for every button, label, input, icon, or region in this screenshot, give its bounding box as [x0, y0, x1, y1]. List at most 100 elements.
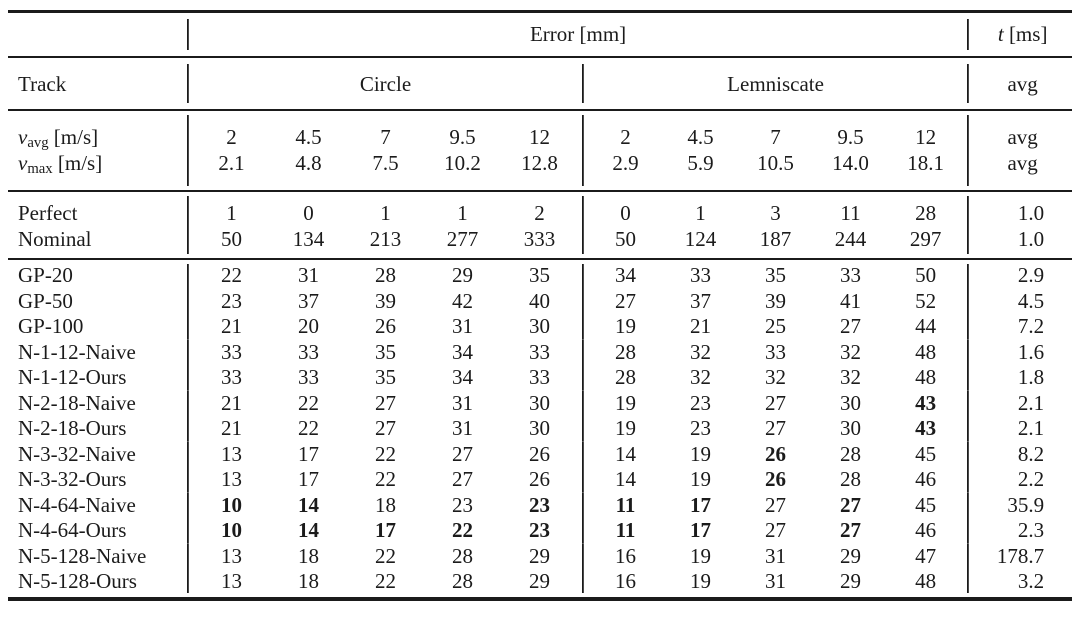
column-separator: [183, 492, 193, 518]
empty-cell: [8, 12, 183, 58]
error-value-circle: 31: [452, 390, 473, 415]
column-separator: [183, 339, 193, 365]
error-value-circle: 33: [221, 339, 242, 364]
error-value-circle: 31: [270, 258, 347, 289]
row-label: N-2-18-Naive: [18, 390, 136, 415]
table-row: N-4-64-Ours 10 14 17 22 23 11 17 27 27 46 2.3: [8, 518, 1072, 544]
error-value-circle: 9.5: [424, 109, 501, 150]
error-value-circle: 20: [298, 314, 319, 338]
error-value-lemniscate: 16: [615, 569, 636, 593]
error-value-lemniscate: 32: [765, 365, 786, 389]
error-value-lemniscate: 28: [840, 467, 861, 491]
column-separator: [183, 150, 193, 191]
row-label: N-3-32-Ours: [18, 467, 127, 491]
column-separator: [963, 543, 974, 569]
time-symbol: t: [997, 22, 1004, 46]
column-separator: [578, 441, 588, 467]
column-separator: [578, 258, 588, 289]
error-value-lemniscate: 2.9: [612, 151, 639, 175]
t-value: 1.8: [1017, 365, 1045, 389]
error-value-lemniscate: 37: [690, 288, 711, 313]
error-value-lemniscate: 297: [909, 227, 942, 251]
error-value-circle: 33: [221, 365, 242, 389]
error-value-circle: 23: [221, 288, 242, 313]
error-value-lemniscate: 48: [915, 569, 937, 593]
column-separator: [578, 314, 588, 340]
column-separator: [183, 543, 193, 569]
error-value-circle: 4.5: [270, 109, 347, 150]
column-separator: [578, 190, 588, 226]
error-value-lemniscate: 35: [738, 258, 813, 289]
column-separator: [578, 518, 588, 544]
error-value-lemniscate: 11: [813, 190, 888, 226]
error-value-circle: 4.8: [295, 151, 322, 175]
column-separator: [578, 56, 588, 110]
velocity-row: vmax [m/s] 2.1 4.8 7.5 10.2 12.8 2.9 5.9 10.5 14.…: [8, 150, 1072, 191]
column-separator: [963, 109, 974, 150]
error-header-section: Error [mm] t [ms]: [8, 11, 1072, 58]
error-value-circle: 27: [452, 467, 473, 491]
error-value-lemniscate: 11: [615, 492, 636, 517]
error-value-lemniscate: 26: [765, 441, 786, 466]
error-value-lemniscate: 52: [915, 288, 937, 313]
error-value-circle: 277: [446, 227, 479, 251]
row-label: GP-20: [8, 258, 183, 289]
velocity-unit: [m/s]: [52, 151, 103, 175]
t-value: 35.9: [1007, 492, 1045, 517]
error-value-lemniscate: 27: [840, 492, 861, 517]
column-separator: [183, 441, 193, 467]
error-value-circle: 28: [452, 569, 473, 593]
row-label: GP-50: [18, 288, 73, 313]
velocity-row: vavg [m/s] 2 4.5 7 9.5 12 2 4.5 7 9.5 12 avg: [8, 109, 1073, 151]
table-row: N-3-32-Ours 13 17 22 27 26 14 19 26 28 46 2.2: [8, 467, 1072, 493]
column-separator: [578, 288, 588, 314]
error-value-circle: 50: [221, 227, 242, 251]
error-value-lemniscate: 30: [840, 416, 861, 440]
error-value-circle: 27: [375, 416, 396, 440]
error-value-lemniscate: 43: [915, 416, 937, 440]
column-separator: [578, 150, 588, 191]
error-value-lemniscate: 45: [915, 441, 937, 466]
error-value-circle: 39: [375, 288, 396, 313]
error-value-lemniscate: 27: [765, 416, 786, 440]
column-separator: [963, 416, 974, 442]
table-row: N-5-128-Ours 13 18 22 28 29 16 19 31 29 48 3.2: [8, 569, 1072, 599]
error-value-lemniscate: 10.5: [757, 151, 794, 175]
column-separator: [183, 258, 193, 289]
error-value-lemniscate: 33: [663, 258, 738, 289]
error-value-circle: 30: [529, 314, 550, 338]
error-value-lemniscate: 32: [690, 365, 711, 389]
error-value-lemniscate: 7: [738, 109, 813, 150]
track-header: Track: [8, 56, 183, 110]
row-label: N-1-12-Ours: [18, 365, 127, 389]
baseline-section: Perfect 1 0 1 1 2 0 1 3 11 28 1.0 Nominal 50 134 213 277…: [8, 190, 1073, 259]
error-value-circle: 27: [375, 390, 396, 415]
table-row: N-2-18-Naive 21 22 27 31 30 19 23 27 30 43 2.1: [8, 390, 1072, 416]
t-value: 8.2: [1017, 441, 1045, 466]
error-value-lemniscate: 27: [765, 492, 786, 517]
error-value-lemniscate: 21: [690, 314, 711, 338]
error-value-circle: 30: [529, 390, 550, 415]
error-value-circle: 31: [452, 416, 473, 440]
error-value-lemniscate: 46: [915, 467, 937, 491]
table-row: Nominal 50 134 213 277 333 50 124 187 244 297 1.0: [8, 226, 1072, 259]
error-value-circle: 333: [523, 227, 556, 251]
t-value: avg: [1007, 151, 1038, 175]
error-value-lemniscate: 28: [615, 365, 636, 389]
row-label: N-5-128-Naive: [18, 543, 147, 568]
column-separator: [963, 518, 974, 544]
error-value-circle: 30: [529, 416, 550, 440]
error-value-circle: 2: [193, 109, 270, 150]
error-value-circle: 14: [298, 518, 319, 542]
error-value-lemniscate: 17: [690, 518, 711, 542]
column-separator: [963, 492, 974, 518]
error-value-lemniscate: 29: [840, 569, 861, 593]
error-value-circle: 12: [501, 109, 578, 150]
error-value-circle: 26: [529, 441, 550, 466]
error-value-lemniscate: 5.9: [687, 151, 714, 175]
velocity-symbol: v: [18, 125, 28, 149]
error-value-circle: 29: [424, 258, 501, 289]
column-separator: [578, 569, 588, 599]
column-separator: [963, 314, 974, 340]
column-separator: [963, 569, 974, 599]
